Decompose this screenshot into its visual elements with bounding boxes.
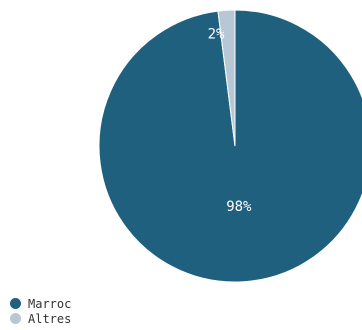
legend-item-altres: Altres [10,311,71,326]
pie-label-altres: 2% [208,27,225,43]
pie-slice-marroc [98,9,362,283]
legend-item-marroc: Marroc [10,296,71,311]
legend-label-marroc: Marroc [28,296,72,311]
pie-label-marroc: 98% [226,199,252,215]
legend: Marroc Altres [10,296,71,326]
legend-swatch-altres [10,313,21,324]
legend-label-altres: Altres [28,311,72,326]
pie-slice-altres [217,9,236,147]
legend-swatch-marroc [10,298,21,309]
